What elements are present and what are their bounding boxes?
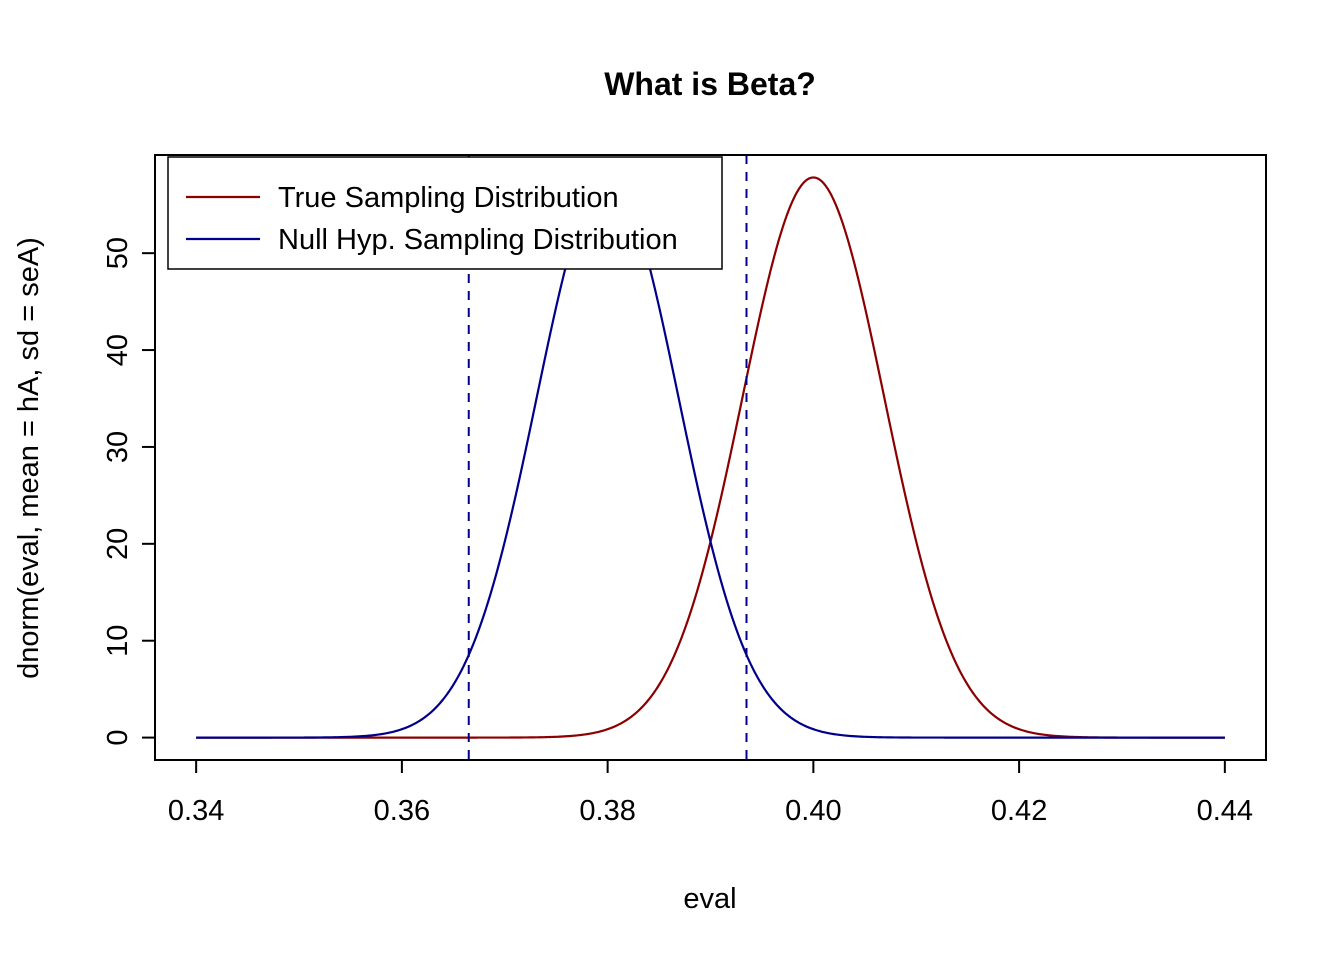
y-axis-tick-label: 10 [102,625,134,657]
x-axis-tick-label: 0.42 [991,795,1047,827]
x-axis-label: eval [683,883,736,915]
x-axis-tick-label: 0.44 [1197,795,1253,827]
plot-area: 0.34 0.36 0.38 0.40 0.42 0.44 0 10 20 30 40 50 True … [102,154,1267,827]
x-axis-tick-label: 0.36 [374,795,430,827]
x-axis-tick-label: 0.40 [785,795,841,827]
chart-title: What is Beta? [604,66,816,102]
plot-box [154,154,1267,761]
y-axis-tick-label: 30 [102,431,134,463]
y-axis-tick-label: 20 [102,528,134,560]
y-axis-label: dnorm(eval, mean = hA, sd = seA) [13,237,45,679]
y-axis-tick-label: 0 [102,730,134,746]
legend-box [167,156,723,270]
y-axis-tick-label: 40 [102,334,134,366]
x-axis-tick-label: 0.34 [168,795,224,827]
x-axis-tick-label: 0.38 [579,795,635,827]
y-axis-tick-label: 50 [102,237,134,269]
legend-label-2: Null Hyp. Sampling Distribution [278,224,678,256]
curve-null-hyp-sampling-distribution [196,176,1225,739]
legend-label-1: True Sampling Distribution [278,182,619,214]
